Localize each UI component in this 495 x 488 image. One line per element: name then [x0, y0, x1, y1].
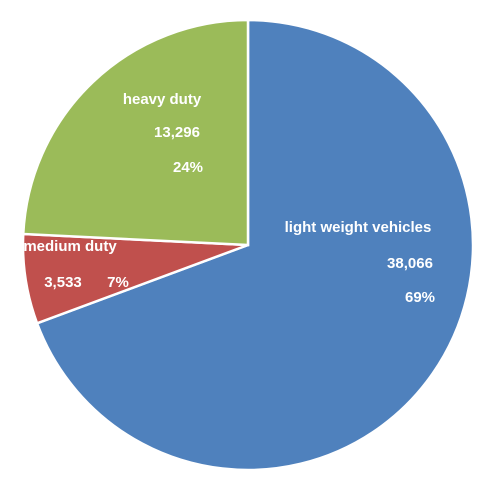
value-label: 13,296	[154, 124, 200, 141]
percent-label: 24%	[173, 159, 203, 176]
category-label: medium duty	[23, 238, 117, 255]
percent-label: 7%	[107, 274, 129, 291]
value-label: 38,066	[387, 255, 433, 272]
category-label: heavy duty	[123, 91, 202, 108]
category-label: light weight vehicles	[285, 219, 432, 236]
percent-label: 69%	[405, 289, 435, 306]
pie-slice	[35, 18, 475, 472]
value-label: 3,533	[44, 274, 82, 291]
pie-slice	[21, 18, 250, 247]
